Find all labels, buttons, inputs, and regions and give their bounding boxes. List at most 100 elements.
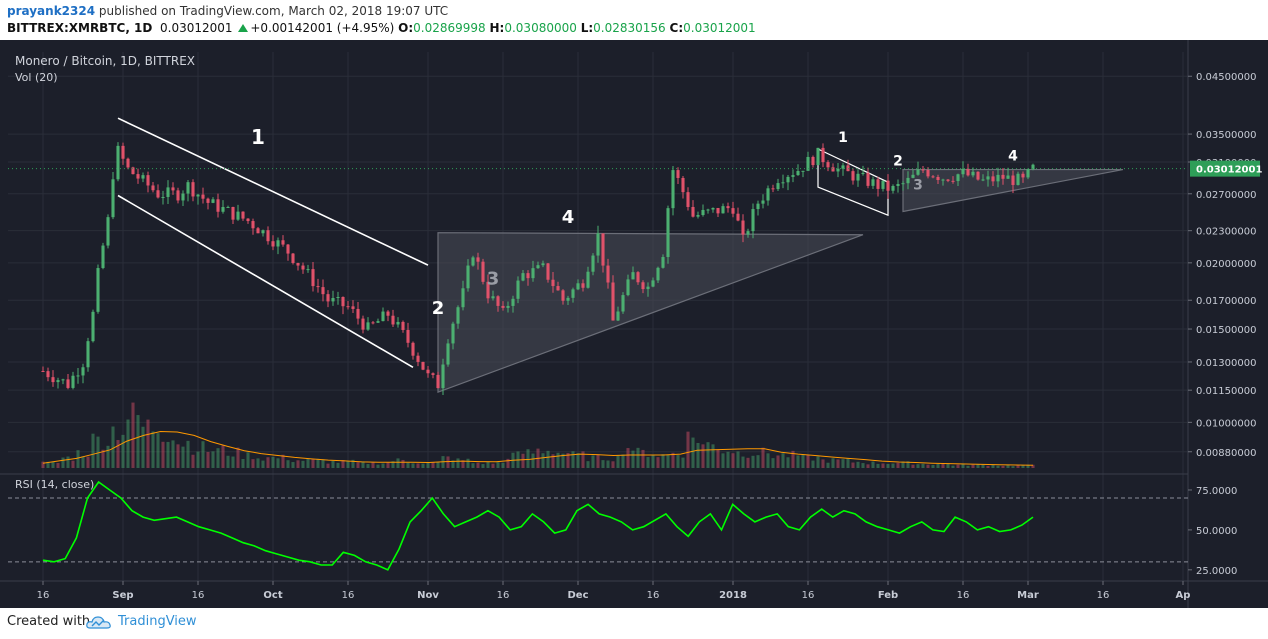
volume-bar [836, 459, 840, 468]
candle-body [271, 241, 275, 247]
volume-bar [771, 458, 775, 468]
volume-bar [741, 456, 745, 468]
volume-bar [891, 463, 895, 468]
volume-bar [921, 463, 925, 468]
time-tick-label: Sep [112, 590, 133, 601]
volume-bar [651, 454, 655, 468]
volume-bar [981, 464, 985, 468]
candle-body [196, 194, 200, 197]
volume-bar [746, 457, 750, 468]
candle-body [141, 175, 145, 179]
volume-bar [91, 433, 95, 468]
rsi-tick-label: 75.0000 [1196, 486, 1237, 497]
time-tick-label: Oct [263, 590, 282, 601]
candle-body [181, 193, 185, 201]
volume-bar [656, 457, 660, 468]
volume-bar [826, 462, 830, 468]
volume-bar [566, 453, 570, 468]
volume-bar [541, 453, 545, 468]
candle-body [191, 182, 195, 197]
volume-bar [806, 454, 810, 468]
time-tick-label: Feb [878, 590, 898, 601]
candle-body [626, 279, 630, 296]
candle-body [911, 174, 915, 178]
wave-label: 1 [251, 125, 265, 149]
volume-bar [66, 456, 70, 468]
candle-body [571, 289, 575, 298]
volume-bar [711, 444, 715, 468]
candle-body [96, 268, 100, 312]
volume-bar [951, 465, 955, 468]
candle-body [426, 369, 430, 374]
candle-body [786, 176, 790, 183]
high-label: H: [489, 21, 505, 35]
price-tick-label: 0.04500000 [1196, 72, 1256, 83]
candle-body [991, 176, 995, 182]
volume-bar [51, 461, 55, 468]
candle-body [201, 194, 205, 199]
volume-bar [751, 455, 755, 468]
volume-bar [391, 461, 395, 468]
candle-body [316, 286, 320, 288]
volume-bar [56, 463, 60, 468]
candle-body [576, 283, 580, 290]
price-tick-label: 0.02300000 [1196, 227, 1256, 238]
price-tick-label: 0.01150000 [1196, 386, 1256, 397]
candle-body [286, 244, 290, 254]
volume-bar [471, 463, 475, 468]
candle-body [261, 230, 265, 234]
candle-body [891, 185, 895, 191]
volume-bar [126, 419, 130, 468]
candle-body [471, 257, 475, 266]
volume-bar [376, 464, 380, 468]
volume-bar [291, 462, 295, 468]
volume-bar [886, 463, 890, 468]
volume-bar [156, 433, 160, 468]
candle-body [766, 188, 770, 201]
candle-body [436, 374, 440, 389]
candle-body [731, 208, 735, 214]
author-link[interactable]: prayank2324 [7, 4, 96, 18]
candle-body [211, 199, 215, 203]
candle-body [461, 288, 465, 308]
volume-bar [986, 465, 990, 468]
volume-bar [141, 426, 145, 468]
candle-body [961, 168, 965, 175]
volume-bar [366, 464, 370, 468]
price-tick-label: 0.00880000 [1196, 448, 1256, 459]
candle-body [971, 171, 975, 176]
tradingview-brand[interactable]: TradingView [118, 614, 197, 629]
volume-bar [846, 458, 850, 468]
volume-bar [431, 462, 435, 468]
volume-bar [896, 462, 900, 468]
candle-body [586, 271, 590, 288]
candle-body [681, 177, 685, 193]
volume-bar [506, 458, 510, 468]
volume-bar [581, 451, 585, 468]
rsi-tick-label: 50.0000 [1196, 526, 1237, 537]
volume-bar [266, 457, 270, 468]
price-tick-label: 0.03500000 [1196, 130, 1256, 141]
candle-body [931, 176, 935, 178]
candle-body [1031, 164, 1035, 170]
volume-bar [1021, 465, 1025, 468]
volume-bar [701, 444, 705, 468]
volume-bar [591, 455, 595, 468]
close-label: C: [669, 21, 684, 35]
volume-bar [211, 451, 215, 468]
candle-body [421, 361, 425, 370]
volume-bar [116, 440, 120, 468]
candle-body [866, 172, 870, 186]
candle-body [736, 213, 740, 221]
volume-bar [256, 458, 260, 468]
volume-bar [866, 464, 870, 468]
volume-bar [596, 454, 600, 468]
volume-bar [816, 456, 820, 468]
candle-body [41, 370, 45, 372]
volume-bar [996, 465, 1000, 468]
volume-bar [736, 451, 740, 468]
candle-body [501, 305, 505, 308]
candle-body [606, 265, 610, 283]
candle-body [161, 196, 165, 198]
